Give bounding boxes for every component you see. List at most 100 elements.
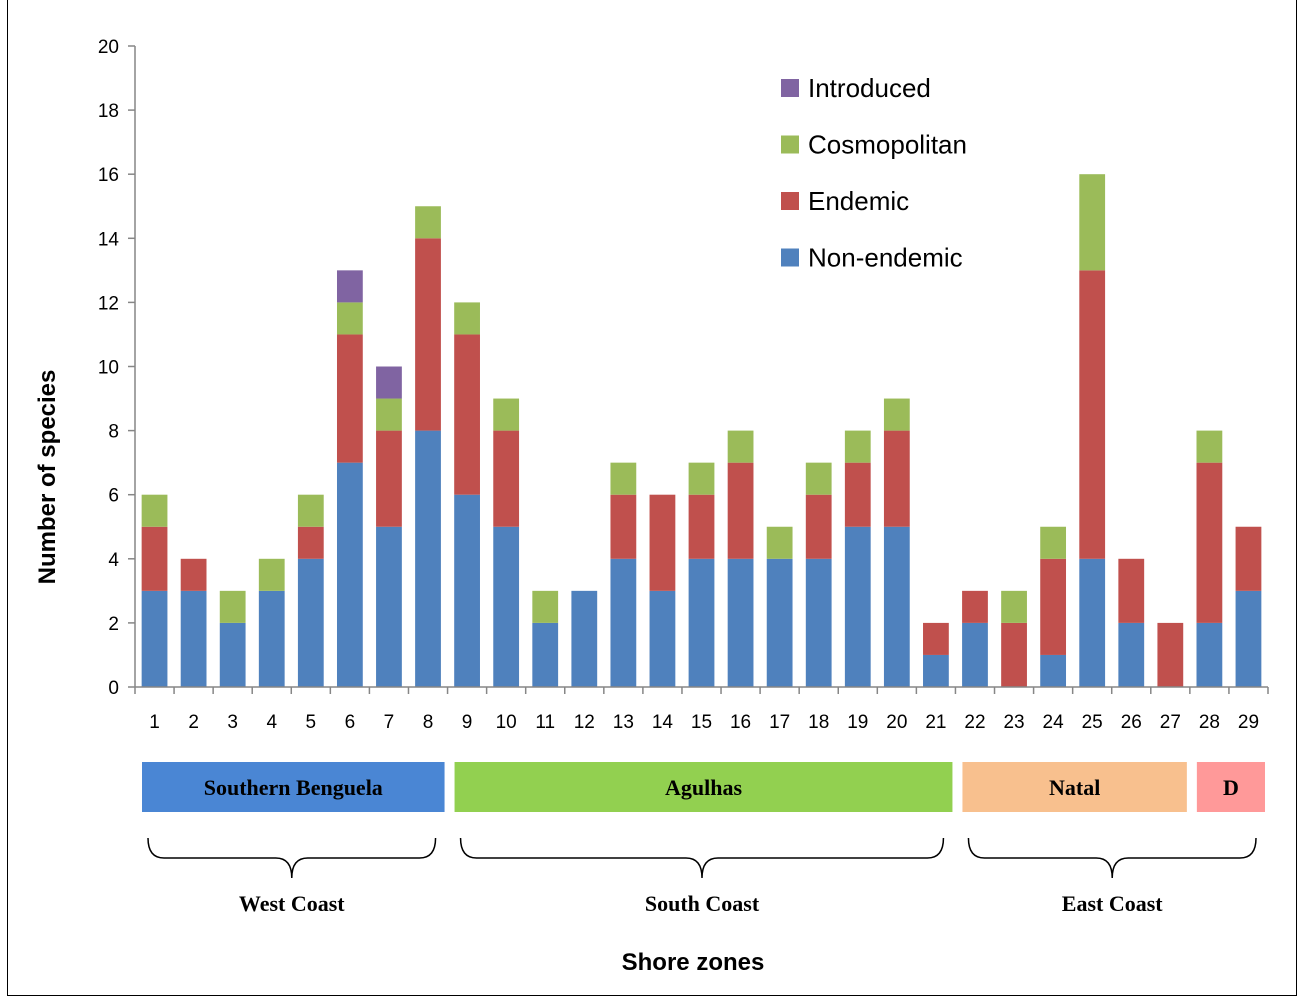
bar-non-endemic-zone-10 xyxy=(493,526,520,687)
region-band-d xyxy=(1196,762,1265,812)
bar-endemic-zone-2 xyxy=(180,558,207,591)
x-tick-label: 12 xyxy=(574,712,595,733)
legend-swatch-cosmopolitan xyxy=(781,135,799,154)
bar-endemic-zone-28 xyxy=(1196,462,1223,623)
bar-endemic-zone-27 xyxy=(1157,622,1184,687)
x-axis-title: Shore zones xyxy=(622,949,765,976)
bar-introduced-zone-6 xyxy=(336,270,363,303)
bars-layer xyxy=(141,174,1262,687)
bar-non-endemic-zone-15 xyxy=(688,558,715,687)
bar-non-endemic-zone-8 xyxy=(415,430,441,687)
bar-endemic-zone-23 xyxy=(1001,622,1027,687)
bar-cosmopolitan-zone-17 xyxy=(766,526,793,559)
y-tick-label: 12 xyxy=(98,293,119,314)
bar-cosmopolitan-zone-4 xyxy=(258,558,285,591)
bar-cosmopolitan-zone-25 xyxy=(1079,174,1106,271)
bar-endemic-zone-25 xyxy=(1079,270,1106,559)
bar-non-endemic-zone-2 xyxy=(180,590,207,687)
bar-cosmopolitan-zone-5 xyxy=(297,494,324,527)
region-band-natal xyxy=(962,762,1187,812)
brace-south-coast xyxy=(459,837,945,879)
bar-non-endemic-zone-9 xyxy=(454,494,480,687)
bar-non-endemic-zone-3 xyxy=(219,622,246,687)
bar-non-endemic-zone-22 xyxy=(962,622,988,687)
bar-endemic-zone-18 xyxy=(805,494,832,559)
bar-cosmopolitan-zone-6 xyxy=(336,302,363,335)
x-tick-label: 14 xyxy=(652,712,674,733)
bar-endemic-zone-20 xyxy=(883,430,910,527)
y-tick-label: 14 xyxy=(98,229,120,250)
region-label-natal: Natal xyxy=(1049,775,1100,800)
bar-endemic-zone-19 xyxy=(844,462,871,527)
x-tick-label: 23 xyxy=(1003,712,1024,733)
legend-swatch-introduced xyxy=(781,79,799,97)
x-tick-label: 15 xyxy=(691,712,712,733)
x-tick-label: 29 xyxy=(1238,712,1259,733)
bar-endemic-zone-9 xyxy=(454,334,480,495)
bar-cosmopolitan-zone-23 xyxy=(1001,590,1027,623)
bar-non-endemic-zone-13 xyxy=(610,558,637,687)
legend-swatch-endemic xyxy=(781,192,799,210)
x-tick-label: 4 xyxy=(266,712,277,733)
legend-label-introduced: Introduced xyxy=(808,73,931,103)
y-tick-label: 18 xyxy=(98,101,119,122)
x-tick-label: 13 xyxy=(613,712,634,733)
bar-non-endemic-zone-29 xyxy=(1235,590,1262,687)
bar-non-endemic-zone-21 xyxy=(923,654,949,687)
bar-endemic-zone-1 xyxy=(141,526,168,591)
region-label-d: D xyxy=(1223,775,1239,800)
x-tick-label: 6 xyxy=(345,712,356,733)
bar-endemic-zone-7 xyxy=(376,430,402,527)
x-tick-label: 1 xyxy=(149,712,160,733)
bar-endemic-zone-10 xyxy=(493,430,520,527)
region-band-agulhas xyxy=(454,762,953,812)
bar-non-endemic-zone-11 xyxy=(532,622,559,687)
bar-cosmopolitan-zone-20 xyxy=(883,398,910,431)
bar-non-endemic-zone-14 xyxy=(649,590,676,687)
legend-swatch-non-endemic xyxy=(781,248,799,267)
legend-label-endemic: Endemic xyxy=(808,186,909,216)
bar-non-endemic-zone-6 xyxy=(336,462,363,687)
y-tick-label: 2 xyxy=(108,614,119,635)
bar-cosmopolitan-zone-16 xyxy=(727,430,754,463)
bar-cosmopolitan-zone-8 xyxy=(415,206,441,239)
bar-cosmopolitan-zone-9 xyxy=(454,302,480,335)
bar-cosmopolitan-zone-10 xyxy=(493,398,520,431)
bar-endemic-zone-16 xyxy=(727,462,754,559)
bar-non-endemic-zone-5 xyxy=(297,558,324,687)
bar-non-endemic-zone-19 xyxy=(844,526,871,687)
x-tick-label: 5 xyxy=(306,712,317,733)
x-tick-label: 3 xyxy=(227,712,238,733)
x-tick-label: 9 xyxy=(462,712,473,733)
bar-endemic-zone-22 xyxy=(962,590,988,623)
legend: Introduced Cosmopolitan Endemic Non-endemic xyxy=(781,73,967,273)
region-label-agulhas: Agulhas xyxy=(665,775,742,800)
bar-endemic-zone-21 xyxy=(923,622,949,655)
x-tick-label: 2 xyxy=(188,712,199,733)
bar-cosmopolitan-zone-24 xyxy=(1040,526,1067,559)
bar-cosmopolitan-zone-11 xyxy=(532,590,559,623)
y-tick-label: 4 xyxy=(108,550,119,571)
x-tick-label: 26 xyxy=(1121,712,1142,733)
x-tick-label: 25 xyxy=(1082,712,1103,733)
x-tick-label: 19 xyxy=(847,712,868,733)
x-tick-label: 22 xyxy=(964,712,985,733)
bar-non-endemic-zone-1 xyxy=(141,590,168,687)
bar-endemic-zone-29 xyxy=(1235,526,1262,591)
bar-non-endemic-zone-25 xyxy=(1079,558,1106,687)
y-tick-label: 20 xyxy=(98,37,119,58)
bar-non-endemic-zone-18 xyxy=(805,558,832,687)
y-tick-label: 0 xyxy=(108,678,119,699)
bar-non-endemic-zone-7 xyxy=(376,526,402,687)
x-tick-label: 18 xyxy=(808,712,829,733)
x-tick-label: 28 xyxy=(1199,712,1220,733)
bar-endemic-zone-24 xyxy=(1040,558,1067,655)
x-tick-label: 16 xyxy=(730,712,751,733)
region-label-southern-benguela: Southern Benguela xyxy=(204,775,383,800)
bar-cosmopolitan-zone-28 xyxy=(1196,430,1223,463)
y-tick-label: 8 xyxy=(108,422,119,443)
bar-non-endemic-zone-12 xyxy=(571,590,598,687)
bar-endemic-zone-5 xyxy=(297,526,324,559)
